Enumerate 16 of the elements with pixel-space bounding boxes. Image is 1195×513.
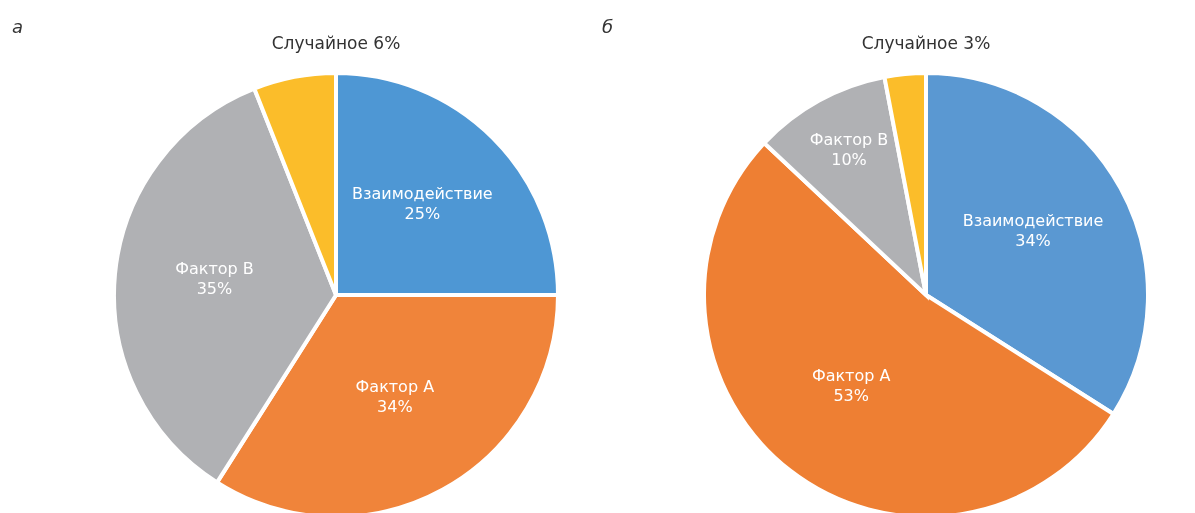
data-label: 10% — [831, 149, 867, 169]
data-label: 34% — [1015, 231, 1051, 251]
slice-label: Взаимодействие — [352, 183, 493, 203]
data-label: 53% — [833, 386, 869, 406]
slice-label: Фактор В — [175, 258, 254, 278]
chart-title: б — [602, 16, 614, 37]
slice-label: Взаимодействие — [962, 211, 1104, 231]
data-label: 35% — [196, 278, 233, 298]
slice-label: Фактор В — [809, 129, 889, 149]
data-label: 34% — [377, 397, 413, 416]
chart-title: а — [12, 16, 24, 37]
slice-label: Случайное 3% — [861, 33, 991, 53]
slice-label: Фактор А — [355, 377, 435, 396]
slice-label: Фактор А — [811, 366, 891, 386]
slice-label: Случайное 6% — [271, 33, 401, 53]
data-label: 25% — [404, 203, 441, 223]
